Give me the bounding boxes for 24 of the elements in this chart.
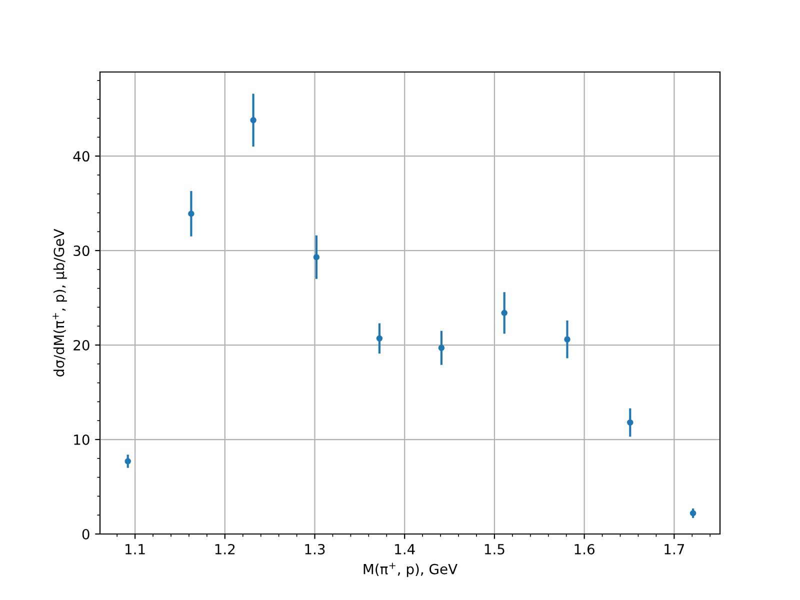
y-axis-title: dσ/dM(π$^{+}$, p), μb/GeV	[52, 228, 67, 377]
x-tick-label: 1.3	[305, 544, 325, 554]
y-tick-label: 40	[73, 151, 90, 162]
point	[188, 210, 194, 217]
y-tick-label: 0	[82, 528, 90, 540]
x-tick-label: 1.2	[215, 544, 235, 554]
point	[627, 419, 634, 426]
x-tick-label: 1.5	[484, 544, 504, 554]
x-axis-title: M(π$^{+}$, p), GeV	[364, 562, 458, 578]
x-tick-label: 1.6	[574, 544, 594, 554]
point	[501, 310, 508, 316]
y-tick-label: 10	[74, 434, 90, 445]
point	[438, 344, 445, 352]
x-tick-label: 1.4	[395, 544, 415, 554]
x-tick-label: 1.7	[664, 544, 684, 554]
point	[564, 336, 570, 342]
point	[250, 117, 256, 124]
y-tick-label: 30	[74, 246, 90, 256]
point	[690, 510, 696, 516]
point	[313, 254, 320, 260]
x-tick-label: 1.1	[126, 544, 145, 554]
y-tick-label: 20	[74, 340, 90, 351]
point	[124, 458, 131, 464]
point	[376, 335, 383, 342]
